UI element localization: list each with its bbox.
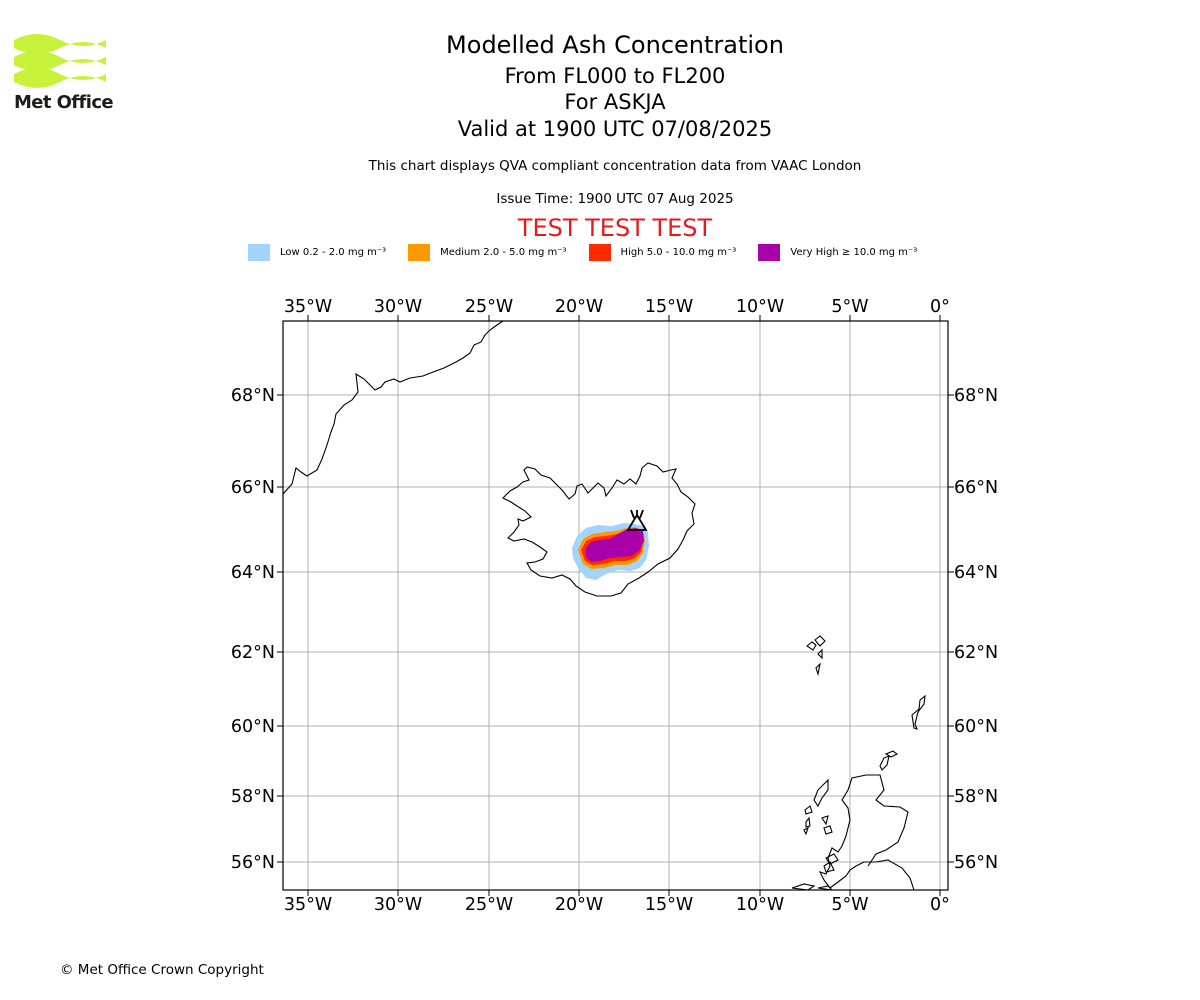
legend-item-high: High 5.0 - 10.0 mg m⁻³	[588, 244, 737, 261]
lon-label-top: 0°	[930, 297, 950, 317]
volcano-triangle-icon	[626, 509, 648, 531]
met-office-logo: Met Office	[14, 30, 114, 113]
lat-label-right: 56°N	[954, 853, 998, 873]
flight-level-range: From FL000 to FL200	[504, 64, 726, 88]
lat-label-right: 68°N	[954, 386, 998, 406]
lat-label-left: 62°N	[231, 643, 275, 663]
chart-title: Modelled Ash Concentration	[446, 31, 784, 59]
legend-label-very-high: Very High ≥ 10.0 mg m⁻³	[790, 247, 918, 258]
map-frame	[282, 320, 949, 891]
lon-label-bottom: 25°W	[465, 895, 513, 915]
test-banner: TEST TEST TEST	[517, 214, 713, 242]
lon-label-bottom: 35°W	[284, 895, 332, 915]
copyright-notice: © Met Office Crown Copyright	[60, 962, 264, 978]
lat-label-left: 60°N	[231, 717, 275, 737]
legend-swatch-medium	[408, 244, 431, 261]
lon-label-top: 10°W	[736, 297, 784, 317]
issue-time: Issue Time: 1900 UTC 07 Aug 2025	[496, 191, 734, 207]
lon-label-top: 25°W	[465, 297, 513, 317]
faroe-islands	[806, 635, 826, 677]
shetland-islands	[911, 694, 926, 730]
legend-label-medium: Medium 2.0 - 5.0 mg m⁻³	[440, 247, 567, 258]
lon-label-bottom: 0°	[930, 895, 950, 915]
lat-label-left: 68°N	[231, 386, 275, 406]
legend-label-high: High 5.0 - 10.0 mg m⁻³	[620, 247, 737, 258]
lat-label-left: 64°N	[231, 563, 275, 583]
met-office-wave-icon	[14, 34, 106, 88]
lon-label-top: 35°W	[284, 297, 332, 317]
orkney-islands	[879, 750, 899, 771]
ash-very-high-region	[586, 528, 644, 562]
legend-swatch-very-high	[758, 244, 781, 261]
lon-label-bottom: 15°W	[645, 895, 693, 915]
greenland-coastline	[283, 321, 504, 495]
lat-label-right: 64°N	[954, 563, 998, 583]
scotland-coastline	[818, 774, 915, 890]
lat-label-left: 66°N	[231, 478, 275, 498]
lon-label-top: 5°W	[831, 297, 868, 317]
legend-swatch-high	[588, 244, 611, 261]
lon-label-bottom: 30°W	[374, 895, 422, 915]
concentration-legend: Low 0.2 - 2.0 mg m⁻³ Medium 2.0 - 5.0 mg…	[248, 244, 939, 261]
volcano-name: For ASKJA	[564, 90, 666, 114]
lon-label-bottom: 5°W	[831, 895, 868, 915]
ash-plume	[572, 523, 649, 580]
lon-label-bottom: 20°W	[555, 895, 603, 915]
lat-label-right: 66°N	[954, 478, 998, 498]
lat-label-left: 58°N	[231, 787, 275, 807]
lat-label-left: 56°N	[231, 853, 275, 873]
lat-label-right: 62°N	[954, 643, 998, 663]
legend-item-low: Low 0.2 - 2.0 mg m⁻³	[248, 244, 386, 261]
logo-text: Met Office	[14, 92, 114, 113]
legend-swatch-low	[248, 244, 270, 261]
legend-label-low: Low 0.2 - 2.0 mg m⁻³	[280, 247, 387, 258]
legend-item-medium: Medium 2.0 - 5.0 mg m⁻³	[408, 244, 567, 261]
lon-label-top: 15°W	[645, 297, 693, 317]
lon-label-top: 20°W	[555, 297, 603, 317]
lon-label-top: 30°W	[374, 297, 422, 317]
lat-label-right: 60°N	[954, 717, 998, 737]
hebrides-islands	[791, 778, 839, 890]
lon-label-bottom: 10°W	[736, 895, 784, 915]
disclaimer-text: This chart displays QVA compliant concen…	[368, 158, 862, 174]
iceland-coastline	[502, 462, 696, 597]
map-gridlines	[283, 321, 948, 890]
lat-label-right: 58°N	[954, 787, 998, 807]
valid-time: Valid at 1900 UTC 07/08/2025	[457, 117, 773, 141]
legend-item-very-high: Very High ≥ 10.0 mg m⁻³	[758, 244, 917, 261]
